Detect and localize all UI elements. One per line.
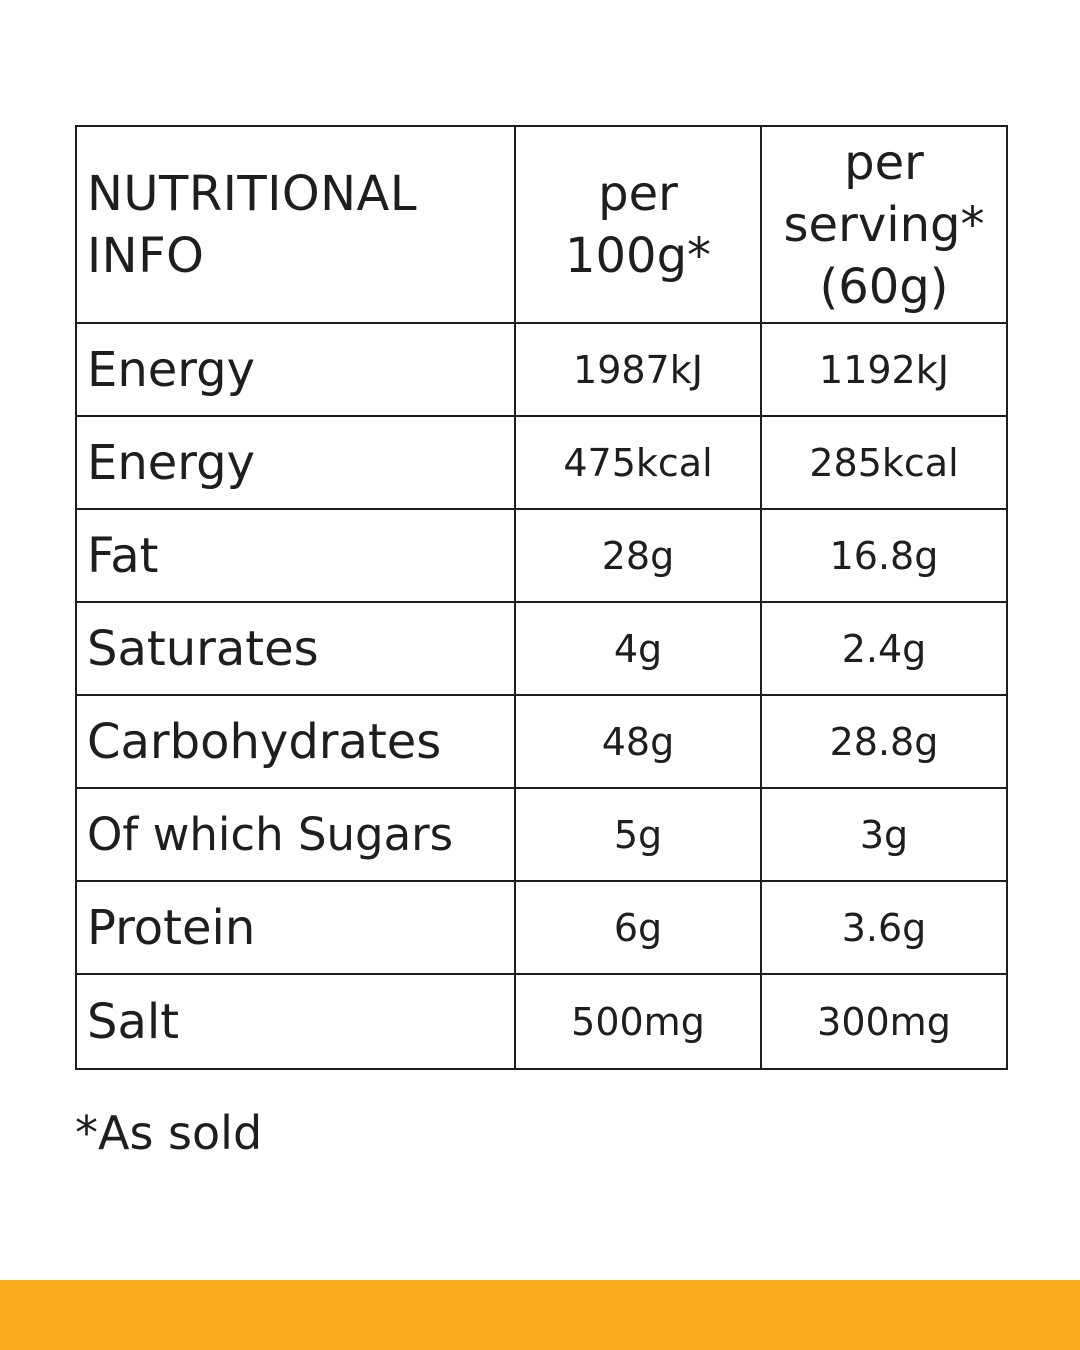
- row-value-per-serving: 285kcal: [760, 415, 1008, 510]
- row-value-per-100g: 4g: [514, 601, 762, 696]
- table-row: Fat 28g 16.8g: [75, 508, 1008, 603]
- nutrition-table: NUTRITIONAL INFO per 100g* per serving* …: [75, 125, 1008, 1070]
- accent-band: [0, 1280, 1080, 1350]
- header-per-100g: per 100g*: [514, 125, 762, 324]
- table-row: Saturates 4g 2.4g: [75, 601, 1008, 696]
- header-serving-line-1: per: [844, 134, 924, 191]
- header-serving-line-2: serving*: [783, 196, 985, 253]
- table-row: Salt 500mg 300mg: [75, 973, 1008, 1070]
- table-row: Carbohydrates 48g 28.8g: [75, 694, 1008, 789]
- row-label: Of which Sugars: [75, 787, 516, 882]
- table-row: Of which Sugars 5g 3g: [75, 787, 1008, 882]
- row-value-per-serving: 1192kJ: [760, 322, 1008, 417]
- row-value-per-100g: 475kcal: [514, 415, 762, 510]
- row-label: Salt: [75, 973, 516, 1070]
- row-label: Carbohydrates: [75, 694, 516, 789]
- row-label: Energy: [75, 415, 516, 510]
- row-label: Saturates: [75, 601, 516, 696]
- row-value-per-serving: 3.6g: [760, 880, 1008, 975]
- table-row: Energy 475kcal 285kcal: [75, 415, 1008, 510]
- row-value-per-serving: 3g: [760, 787, 1008, 882]
- row-value-per-100g: 5g: [514, 787, 762, 882]
- row-value-per-100g: 48g: [514, 694, 762, 789]
- header-serving-line-3: (60g): [819, 258, 949, 315]
- header-100g-line-2: 100g*: [564, 227, 712, 284]
- row-label: Protein: [75, 880, 516, 975]
- header-per-serving: per serving* (60g): [760, 125, 1008, 324]
- footnote: *As sold: [75, 1106, 263, 1160]
- row-value-per-100g: 28g: [514, 508, 762, 603]
- row-value-per-serving: 16.8g: [760, 508, 1008, 603]
- table-row: Energy 1987kJ 1192kJ: [75, 322, 1008, 417]
- row-value-per-serving: 2.4g: [760, 601, 1008, 696]
- row-value-per-serving: 28.8g: [760, 694, 1008, 789]
- row-value-per-100g: 500mg: [514, 973, 762, 1070]
- header-100g-line-1: per: [598, 165, 678, 222]
- row-value-per-serving: 300mg: [760, 973, 1008, 1070]
- table-header-row: NUTRITIONAL INFO per 100g* per serving* …: [75, 125, 1008, 324]
- row-value-per-100g: 1987kJ: [514, 322, 762, 417]
- table-row: Protein 6g 3.6g: [75, 880, 1008, 975]
- row-label: Fat: [75, 508, 516, 603]
- row-value-per-100g: 6g: [514, 880, 762, 975]
- row-label: Energy: [75, 322, 516, 417]
- header-label-line-1: NUTRITIONAL: [87, 165, 418, 222]
- header-label-line-2: INFO: [87, 227, 205, 284]
- header-nutritional-info: NUTRITIONAL INFO: [75, 125, 516, 324]
